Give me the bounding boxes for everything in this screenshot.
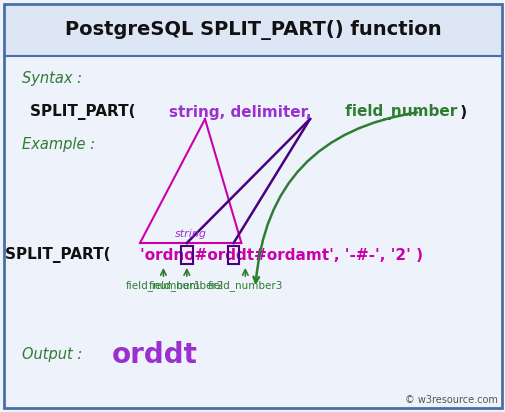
Text: string, delimiter,: string, delimiter, xyxy=(169,105,311,119)
Text: field_number1: field_number1 xyxy=(125,280,200,291)
Text: © w3resource.com: © w3resource.com xyxy=(405,395,497,405)
Text: PostgreSQL SPLIT_PART() function: PostgreSQL SPLIT_PART() function xyxy=(65,20,440,40)
Text: field_number: field_number xyxy=(339,104,457,120)
Text: 'ordno#orddt#ordamt', '-#-', '2' ): 'ordno#orddt#ordamt', '-#-', '2' ) xyxy=(140,248,422,262)
Text: SPLIT_PART(: SPLIT_PART( xyxy=(30,104,140,120)
Text: Syntax :: Syntax : xyxy=(22,70,82,86)
Text: string: string xyxy=(174,229,206,239)
Bar xyxy=(227,246,239,264)
Text: SPLIT_PART(: SPLIT_PART( xyxy=(5,247,116,263)
Bar xyxy=(4,4,501,56)
Text: Output :: Output : xyxy=(22,347,82,363)
Text: Example :: Example : xyxy=(22,138,95,152)
Text: orddt: orddt xyxy=(112,341,197,369)
Text: field_number3: field_number3 xyxy=(207,280,282,291)
Text: field_number2: field_number2 xyxy=(149,280,224,291)
Bar xyxy=(181,246,192,264)
Text: ): ) xyxy=(454,105,466,119)
